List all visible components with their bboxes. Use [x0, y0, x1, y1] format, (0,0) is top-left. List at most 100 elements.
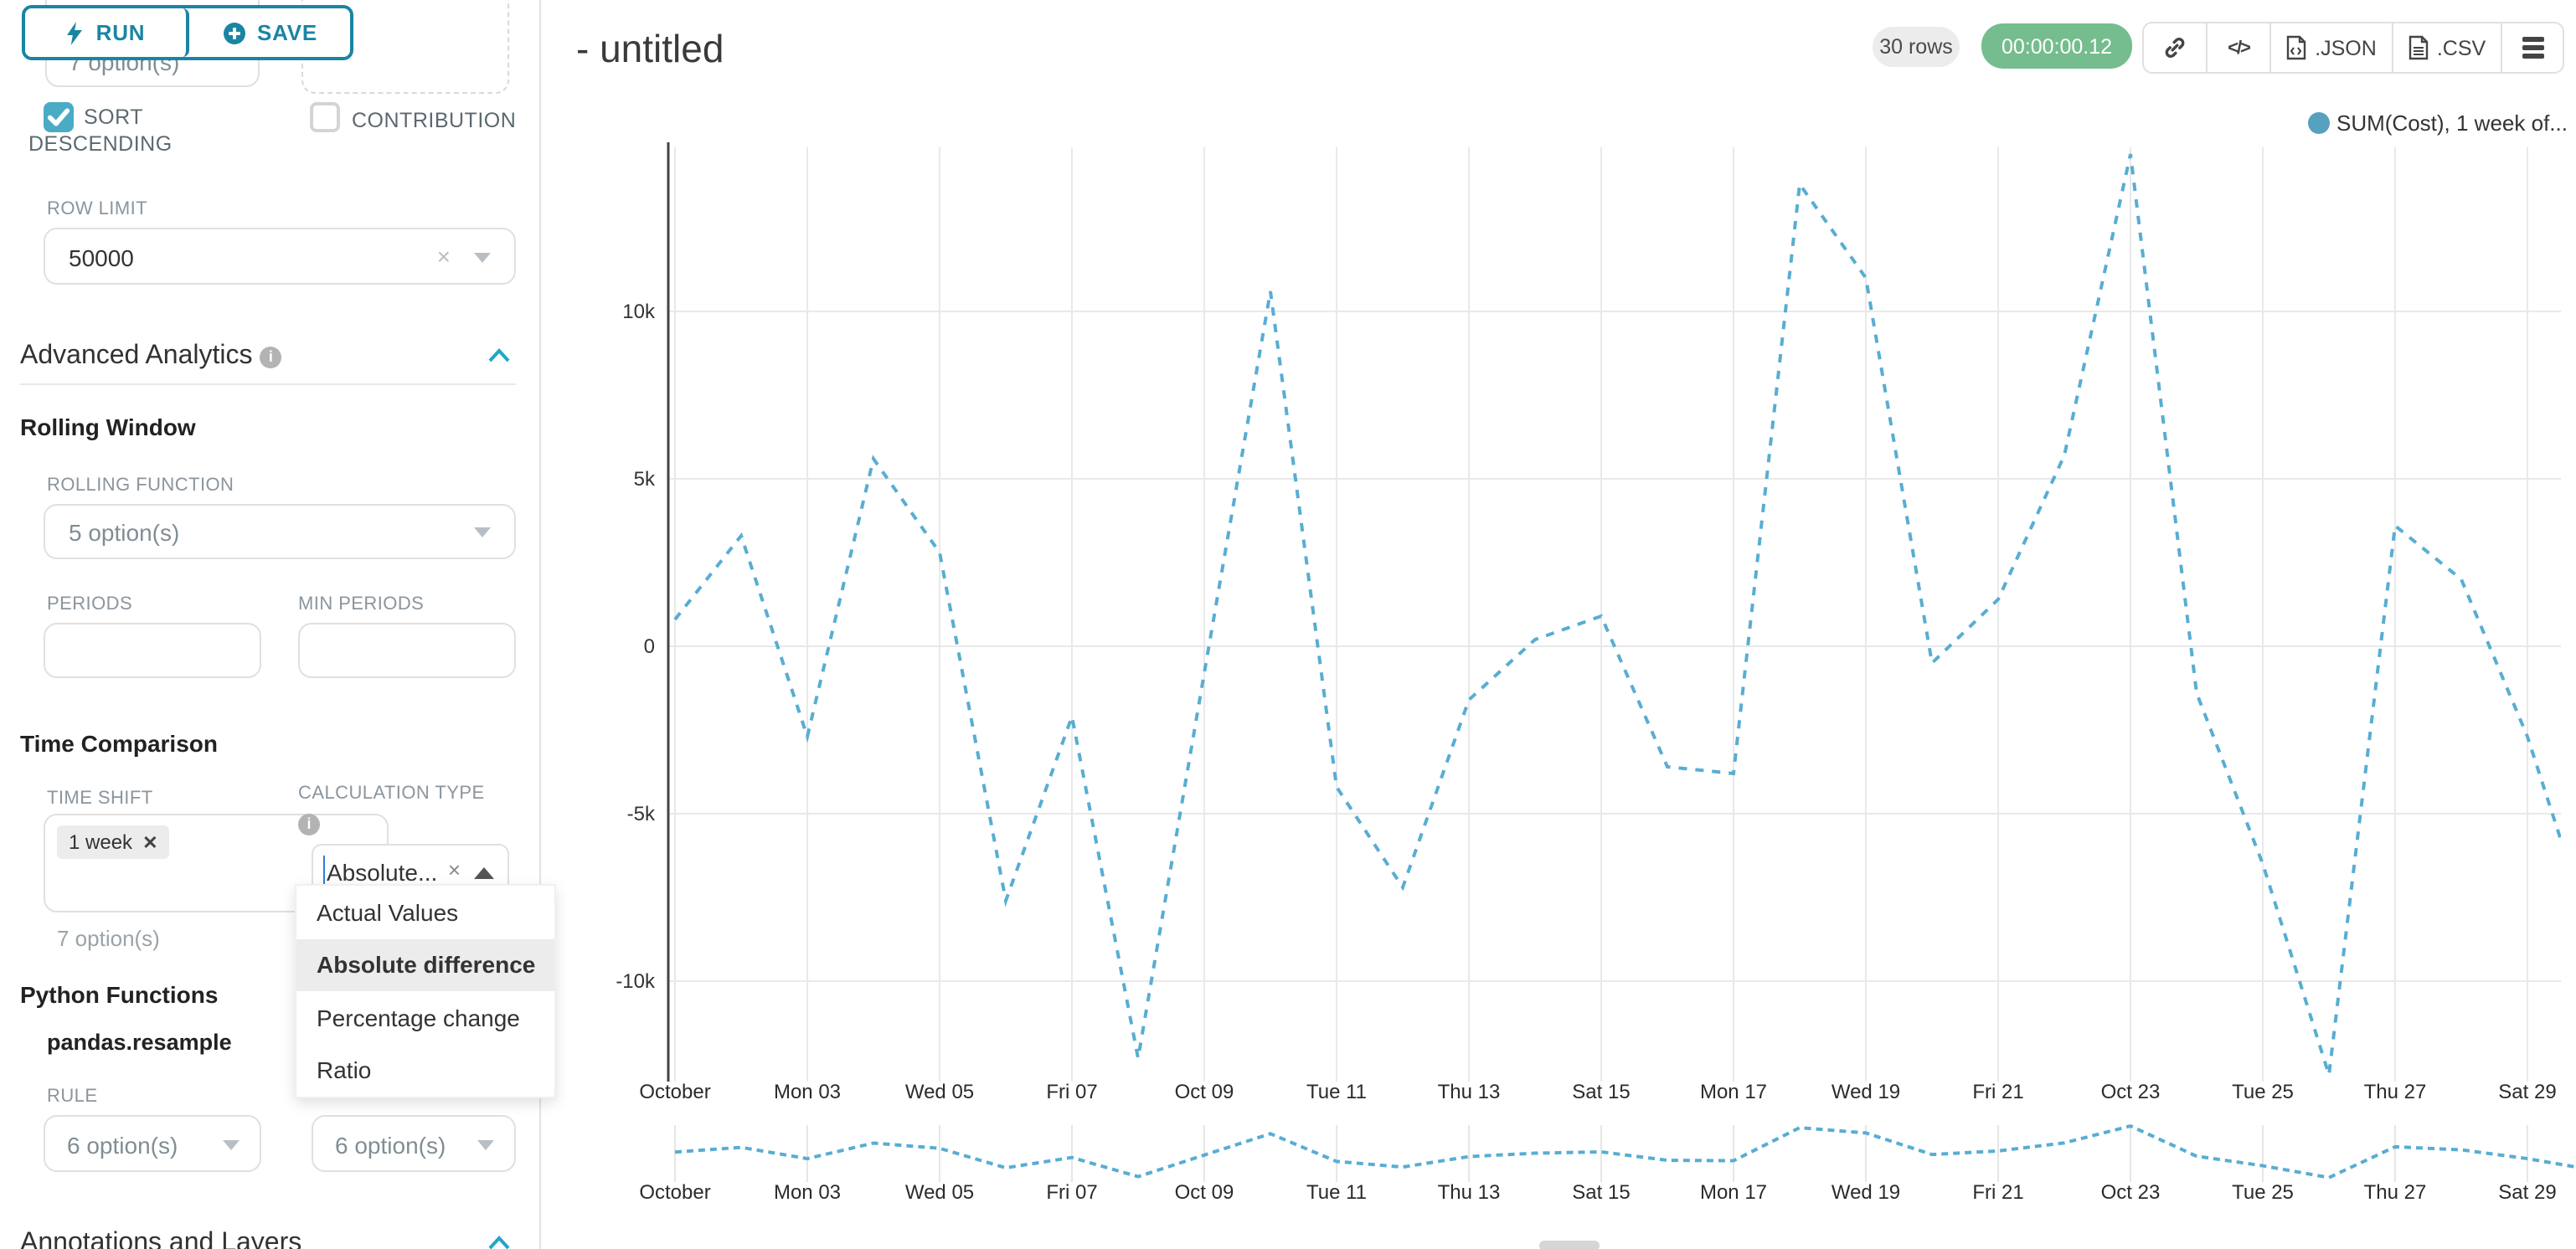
x-axis-label: Thu 27	[2364, 1081, 2427, 1103]
control-panel: 7 option(s) RUN SAVE SORT DESCENDING	[0, 0, 556, 1249]
plus-circle-icon	[223, 22, 245, 44]
y-axis-label: 10k	[622, 301, 656, 323]
time-shift-helper: 7 option(s)	[57, 926, 160, 951]
run-button[interactable]: RUN	[25, 8, 189, 57]
mini-x-axis-label: October	[639, 1181, 710, 1204]
time-comparison-title: Time Comparison	[20, 730, 218, 757]
x-axis-label: Tue 11	[1306, 1081, 1367, 1103]
y-axis-label: 0	[644, 635, 655, 658]
rule-label: RULE	[47, 1087, 98, 1107]
periods-input[interactable]	[44, 623, 261, 678]
chevron-down-icon[interactable]	[474, 527, 491, 537]
clear-icon[interactable]: ×	[447, 857, 461, 882]
mini-x-axis-label: Wed 05	[905, 1181, 974, 1204]
horizontal-scrollbar-handle[interactable]	[1539, 1241, 1600, 1249]
pandas-resample-label: pandas.resample	[47, 1030, 232, 1055]
chart-legend[interactable]: SUM(Cost), 1 week of...	[2308, 111, 2568, 136]
mini-series-line	[674, 1123, 2576, 1180]
mini-x-axis-label: Tue 25	[2232, 1181, 2294, 1204]
info-icon: i	[298, 814, 320, 835]
text-cursor	[323, 856, 325, 889]
file-csv-icon	[2409, 35, 2429, 60]
legend-series-dot	[2308, 112, 2330, 134]
info-icon: i	[260, 347, 282, 368]
save-button[interactable]: SAVE	[189, 8, 350, 57]
chevron-up-icon[interactable]	[474, 867, 494, 879]
mini-x-axis-label: Sat 29	[2498, 1181, 2556, 1204]
rule-select-left[interactable]: 6 option(s)	[44, 1115, 261, 1172]
calculation-type-value: Absolute...	[327, 859, 438, 886]
export-json-button[interactable]: .JSON	[2271, 23, 2393, 72]
chart-menu-button[interactable]	[2502, 23, 2563, 72]
collapse-chevron-icon[interactable]	[487, 348, 511, 363]
mini-x-axis-label: Tue 11	[1306, 1181, 1367, 1204]
mini-x-axis-label: Mon 03	[774, 1181, 841, 1204]
time-shift-tag[interactable]: 1 week ✕	[57, 825, 170, 859]
sort-descending-label: SORT DESCENDING	[28, 105, 173, 156]
mini-x-axis-label: Fri 21	[1972, 1181, 2023, 1204]
timer-badge: 00:00:00.12	[1981, 23, 2132, 69]
contribution-checkbox[interactable]	[310, 102, 340, 132]
run-save-button-group: RUN SAVE	[22, 5, 353, 60]
rule-left-value: 6 option(s)	[67, 1132, 178, 1159]
series-line	[673, 153, 2561, 1076]
x-axis-label: October	[639, 1081, 710, 1103]
json-button-label: .JSON	[2315, 36, 2377, 59]
calculation-type-option[interactable]: Percentage change	[296, 991, 554, 1044]
code-icon: </>	[2228, 38, 2251, 58]
rows-badge: 30 rows	[1873, 27, 1960, 67]
x-axis-label: Fri 21	[1972, 1081, 2023, 1103]
advanced-analytics-header[interactable]: Advanced Analytics i	[20, 342, 282, 372]
run-button-label: RUN	[95, 20, 146, 45]
x-axis-label: Mon 03	[774, 1081, 841, 1103]
mini-x-axis-label: Sat 15	[1572, 1181, 1630, 1204]
row-limit-value: 50000	[69, 244, 134, 271]
annotations-layers-header[interactable]: Annotations and Layers	[20, 1229, 302, 1249]
sort-descending-checkbox[interactable]	[44, 102, 74, 132]
file-json-icon	[2286, 35, 2306, 60]
lightning-bolt-icon	[67, 21, 83, 44]
timeseries-line-chart[interactable]: 10k 5k 0 -5k -10k October October Mon 03 Mon 03 W…	[541, 0, 2576, 1249]
collapse-chevron-icon[interactable]	[487, 1236, 511, 1249]
rolling-window-title: Rolling Window	[20, 414, 196, 440]
mini-x-axis-label: Oct 23	[2101, 1181, 2161, 1204]
calculation-type-option[interactable]: Actual Values	[296, 886, 554, 938]
chevron-down-icon[interactable]	[474, 253, 491, 263]
calculation-type-label: CALCULATION TYPE	[298, 784, 485, 804]
tag-close-icon[interactable]: ✕	[142, 833, 158, 853]
calculation-type-option[interactable]: Absolute difference	[296, 938, 554, 991]
x-axis-label: Oct 09	[1175, 1081, 1234, 1103]
x-axis-label: Tue 25	[2232, 1081, 2294, 1103]
rolling-function-label: ROLLING FUNCTION	[47, 475, 234, 496]
rule-select-right[interactable]: 6 option(s)	[312, 1115, 516, 1172]
rolling-function-select[interactable]: 5 option(s)	[44, 504, 516, 559]
min-periods-input[interactable]	[298, 623, 516, 678]
embed-code-button[interactable]: </>	[2208, 23, 2271, 72]
x-axis-label: Mon 17	[1700, 1081, 1767, 1103]
calculation-type-option[interactable]: Ratio	[296, 1044, 554, 1097]
mini-x-axis-label: Fri 07	[1046, 1181, 1097, 1204]
x-axis-label: Sat 29	[2498, 1081, 2556, 1103]
mini-x-axis-label: Wed 19	[1832, 1181, 1900, 1204]
csv-button-label: .CSV	[2436, 36, 2486, 59]
export-button-group: </> .JSON .CSV	[2142, 22, 2564, 74]
chevron-down-icon[interactable]	[223, 1140, 240, 1150]
chevron-down-icon[interactable]	[477, 1140, 494, 1150]
export-csv-button[interactable]: .CSV	[2393, 23, 2502, 72]
x-axis-label: Wed 05	[905, 1081, 974, 1103]
min-periods-label: MIN PERIODS	[298, 594, 425, 614]
x-axis-label: Sat 15	[1572, 1081, 1630, 1103]
python-functions-title: Python Functions	[20, 981, 219, 1008]
x-axis-label: Fri 07	[1046, 1081, 1097, 1103]
rolling-function-value: 5 option(s)	[69, 519, 180, 546]
x-axis-label: Wed 19	[1832, 1081, 1900, 1103]
clear-icon[interactable]: ×	[436, 243, 451, 270]
share-link-button[interactable]	[2144, 23, 2208, 72]
x-axis-label: Thu 13	[1438, 1081, 1501, 1103]
periods-label: PERIODS	[47, 594, 133, 614]
row-limit-select[interactable]: 50000 ×	[44, 228, 516, 285]
checkmark-icon	[47, 108, 70, 126]
chart-title[interactable]: - untitled	[576, 27, 724, 70]
mini-x-axis-label: Mon 17	[1700, 1181, 1767, 1204]
